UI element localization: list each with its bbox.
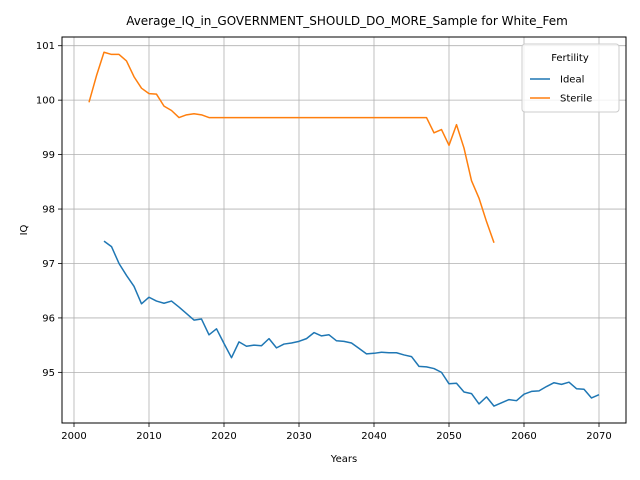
y-tick-label: 97 xyxy=(42,259,55,270)
legend: Fertility Ideal Sterile xyxy=(521,43,620,113)
series-line-ideal xyxy=(103,240,600,407)
y-tick-label: 100 xyxy=(36,96,55,107)
x-tick-label: 2020 xyxy=(211,431,236,442)
plot-frame xyxy=(61,36,627,424)
y-tick-label: 95 xyxy=(42,368,55,379)
axis-ticks: 2000 2010 2020 2030 2040 2050 2060 2070 95 96 97 98… xyxy=(36,41,612,442)
y-tick-label: 99 xyxy=(42,150,55,161)
x-tick-label: 2000 xyxy=(61,431,86,442)
x-tick-label: 2050 xyxy=(436,431,461,442)
x-tick-label: 2070 xyxy=(586,431,611,442)
series-lines xyxy=(88,51,600,407)
y-tick-label: 98 xyxy=(42,205,55,216)
y-tick-label: 96 xyxy=(42,313,55,324)
x-axis-title: Years xyxy=(330,454,357,465)
legend-label-ideal: Ideal xyxy=(560,75,584,86)
y-tick-label: 101 xyxy=(36,41,55,52)
legend-box xyxy=(521,43,620,113)
x-tick-label: 2030 xyxy=(286,431,311,442)
y-axis-title: IQ xyxy=(19,224,30,235)
x-tick-label: 2060 xyxy=(511,431,536,442)
x-tick-label: 2010 xyxy=(136,431,161,442)
x-tick-label: 2040 xyxy=(361,431,386,442)
legend-title: Fertility xyxy=(551,53,589,64)
series-line-sterile xyxy=(88,51,495,244)
legend-items: Ideal Sterile xyxy=(530,75,592,105)
legend-label-sterile: Sterile xyxy=(560,94,592,105)
chart-title: Average_IQ_in_GOVERNMENT_SHOULD_DO_MORE_… xyxy=(126,14,568,28)
